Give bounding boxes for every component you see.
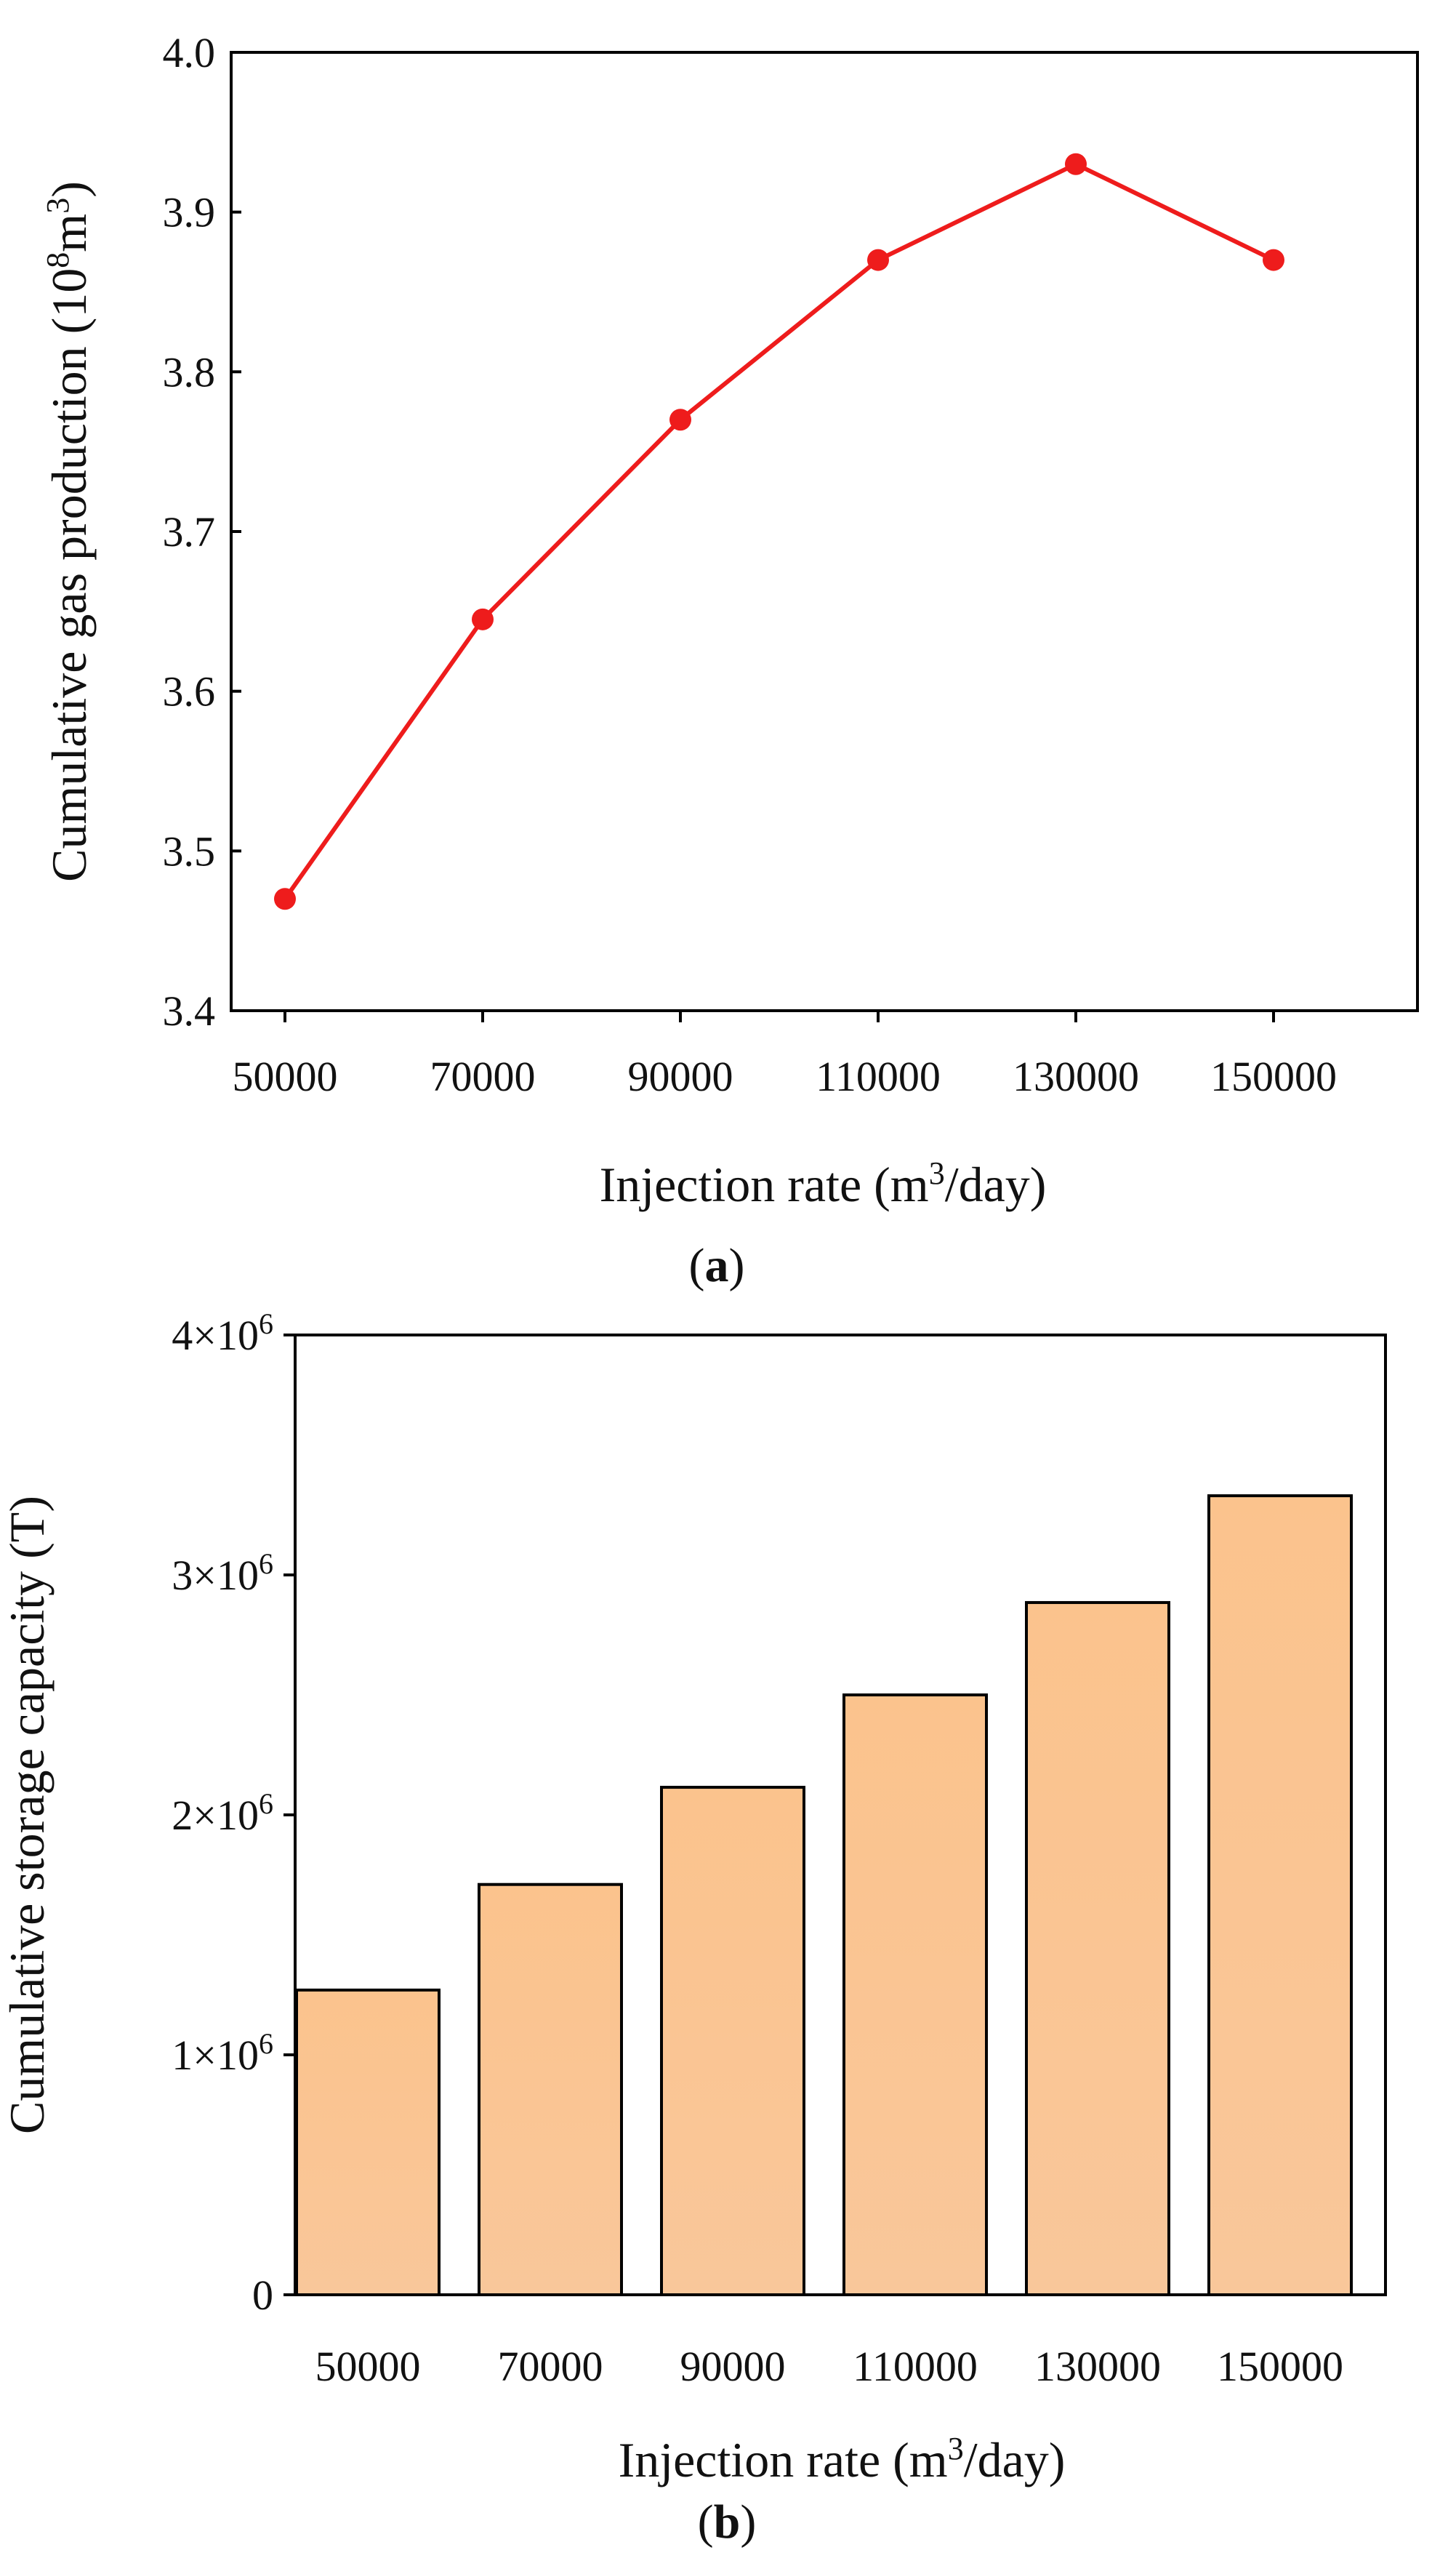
x-tick-label: 150000 — [1210, 1053, 1337, 1100]
panel-b-caption: (b) — [698, 2495, 757, 2549]
series-line — [283, 161, 1275, 900]
bar — [660, 1786, 805, 2297]
data-point — [1263, 249, 1284, 271]
x-tick-label: 90000 — [628, 1053, 733, 1100]
y-tick-label: 3.9 — [163, 189, 216, 236]
data-point — [867, 249, 889, 271]
chart-a-plot-frame — [230, 51, 1419, 1012]
data-point — [472, 608, 494, 630]
data-point — [1065, 153, 1087, 175]
chart-b: 0 1×106 2×106 3×106 4×106 50000 70000 90000 110… — [0, 1307, 1387, 2549]
bar — [478, 1883, 623, 2296]
x-tick-label: 90000 — [680, 2343, 786, 2390]
chart-b-y-axis-label: Cumulative storage capacity (T) — [0, 1496, 55, 2134]
y-tick-label: 3.7 — [163, 508, 216, 556]
y-tick-label: 4×106 — [172, 1307, 273, 1360]
bar — [295, 1988, 441, 2296]
y-tick-label: 1×106 — [172, 2027, 273, 2080]
x-tick-label: 110000 — [816, 1053, 941, 1100]
chart-b-x-ticks: 50000 70000 90000 110000 130000 150000 — [315, 2343, 1344, 2390]
x-tick-label: 50000 — [233, 1053, 338, 1100]
data-point — [274, 888, 296, 910]
data-point — [669, 409, 691, 431]
y-tick-label: 0 — [252, 2272, 273, 2319]
y-tick-label: 3×106 — [172, 1547, 273, 1600]
y-tick-label: 3.5 — [163, 827, 216, 875]
chart-a: 3.4 3.5 3.6 3.7 3.8 3.9 4.0 50000 70000 90000 110… — [40, 29, 1419, 1292]
bar — [1025, 1600, 1170, 2296]
chart-a-x-ticks: 50000 70000 90000 110000 130000 150000 — [233, 1011, 1337, 1100]
x-tick-label: 70000 — [498, 2343, 603, 2390]
chart-a-y-axis-label: Cumulative gas production (108m3) — [40, 181, 97, 882]
y-tick-label: 3.4 — [163, 987, 216, 1035]
y-tick-label: 3.8 — [163, 348, 216, 396]
y-tick-label: 4.0 — [163, 29, 216, 76]
panel-a-caption: (a) — [689, 1239, 745, 1292]
x-tick-label: 130000 — [1013, 1053, 1139, 1100]
chart-a-y-ticks: 3.4 3.5 3.6 3.7 3.8 3.9 4.0 — [163, 29, 241, 1035]
chart-a-series — [274, 153, 1284, 910]
x-tick-label: 110000 — [853, 2343, 978, 2390]
chart-a-x-axis-label: Injection rate (m3/day) — [600, 1155, 1047, 1213]
y-tick-label: 2×106 — [172, 1787, 273, 1840]
bar — [842, 1693, 988, 2296]
chart-b-y-ticks: 0 1×106 2×106 3×106 4×106 — [172, 1307, 295, 2319]
x-tick-label: 150000 — [1217, 2343, 1343, 2390]
x-tick-label: 130000 — [1034, 2343, 1161, 2390]
chart-b-plot-frame — [294, 1334, 1387, 2296]
chart-b-series — [295, 1494, 1353, 2297]
y-tick-label: 3.6 — [163, 668, 216, 715]
chart-b-x-axis-label: Injection rate (m3/day) — [619, 2431, 1066, 2488]
bar — [1207, 1494, 1353, 2297]
x-tick-label: 70000 — [430, 1053, 536, 1100]
x-tick-label: 50000 — [315, 2343, 421, 2390]
